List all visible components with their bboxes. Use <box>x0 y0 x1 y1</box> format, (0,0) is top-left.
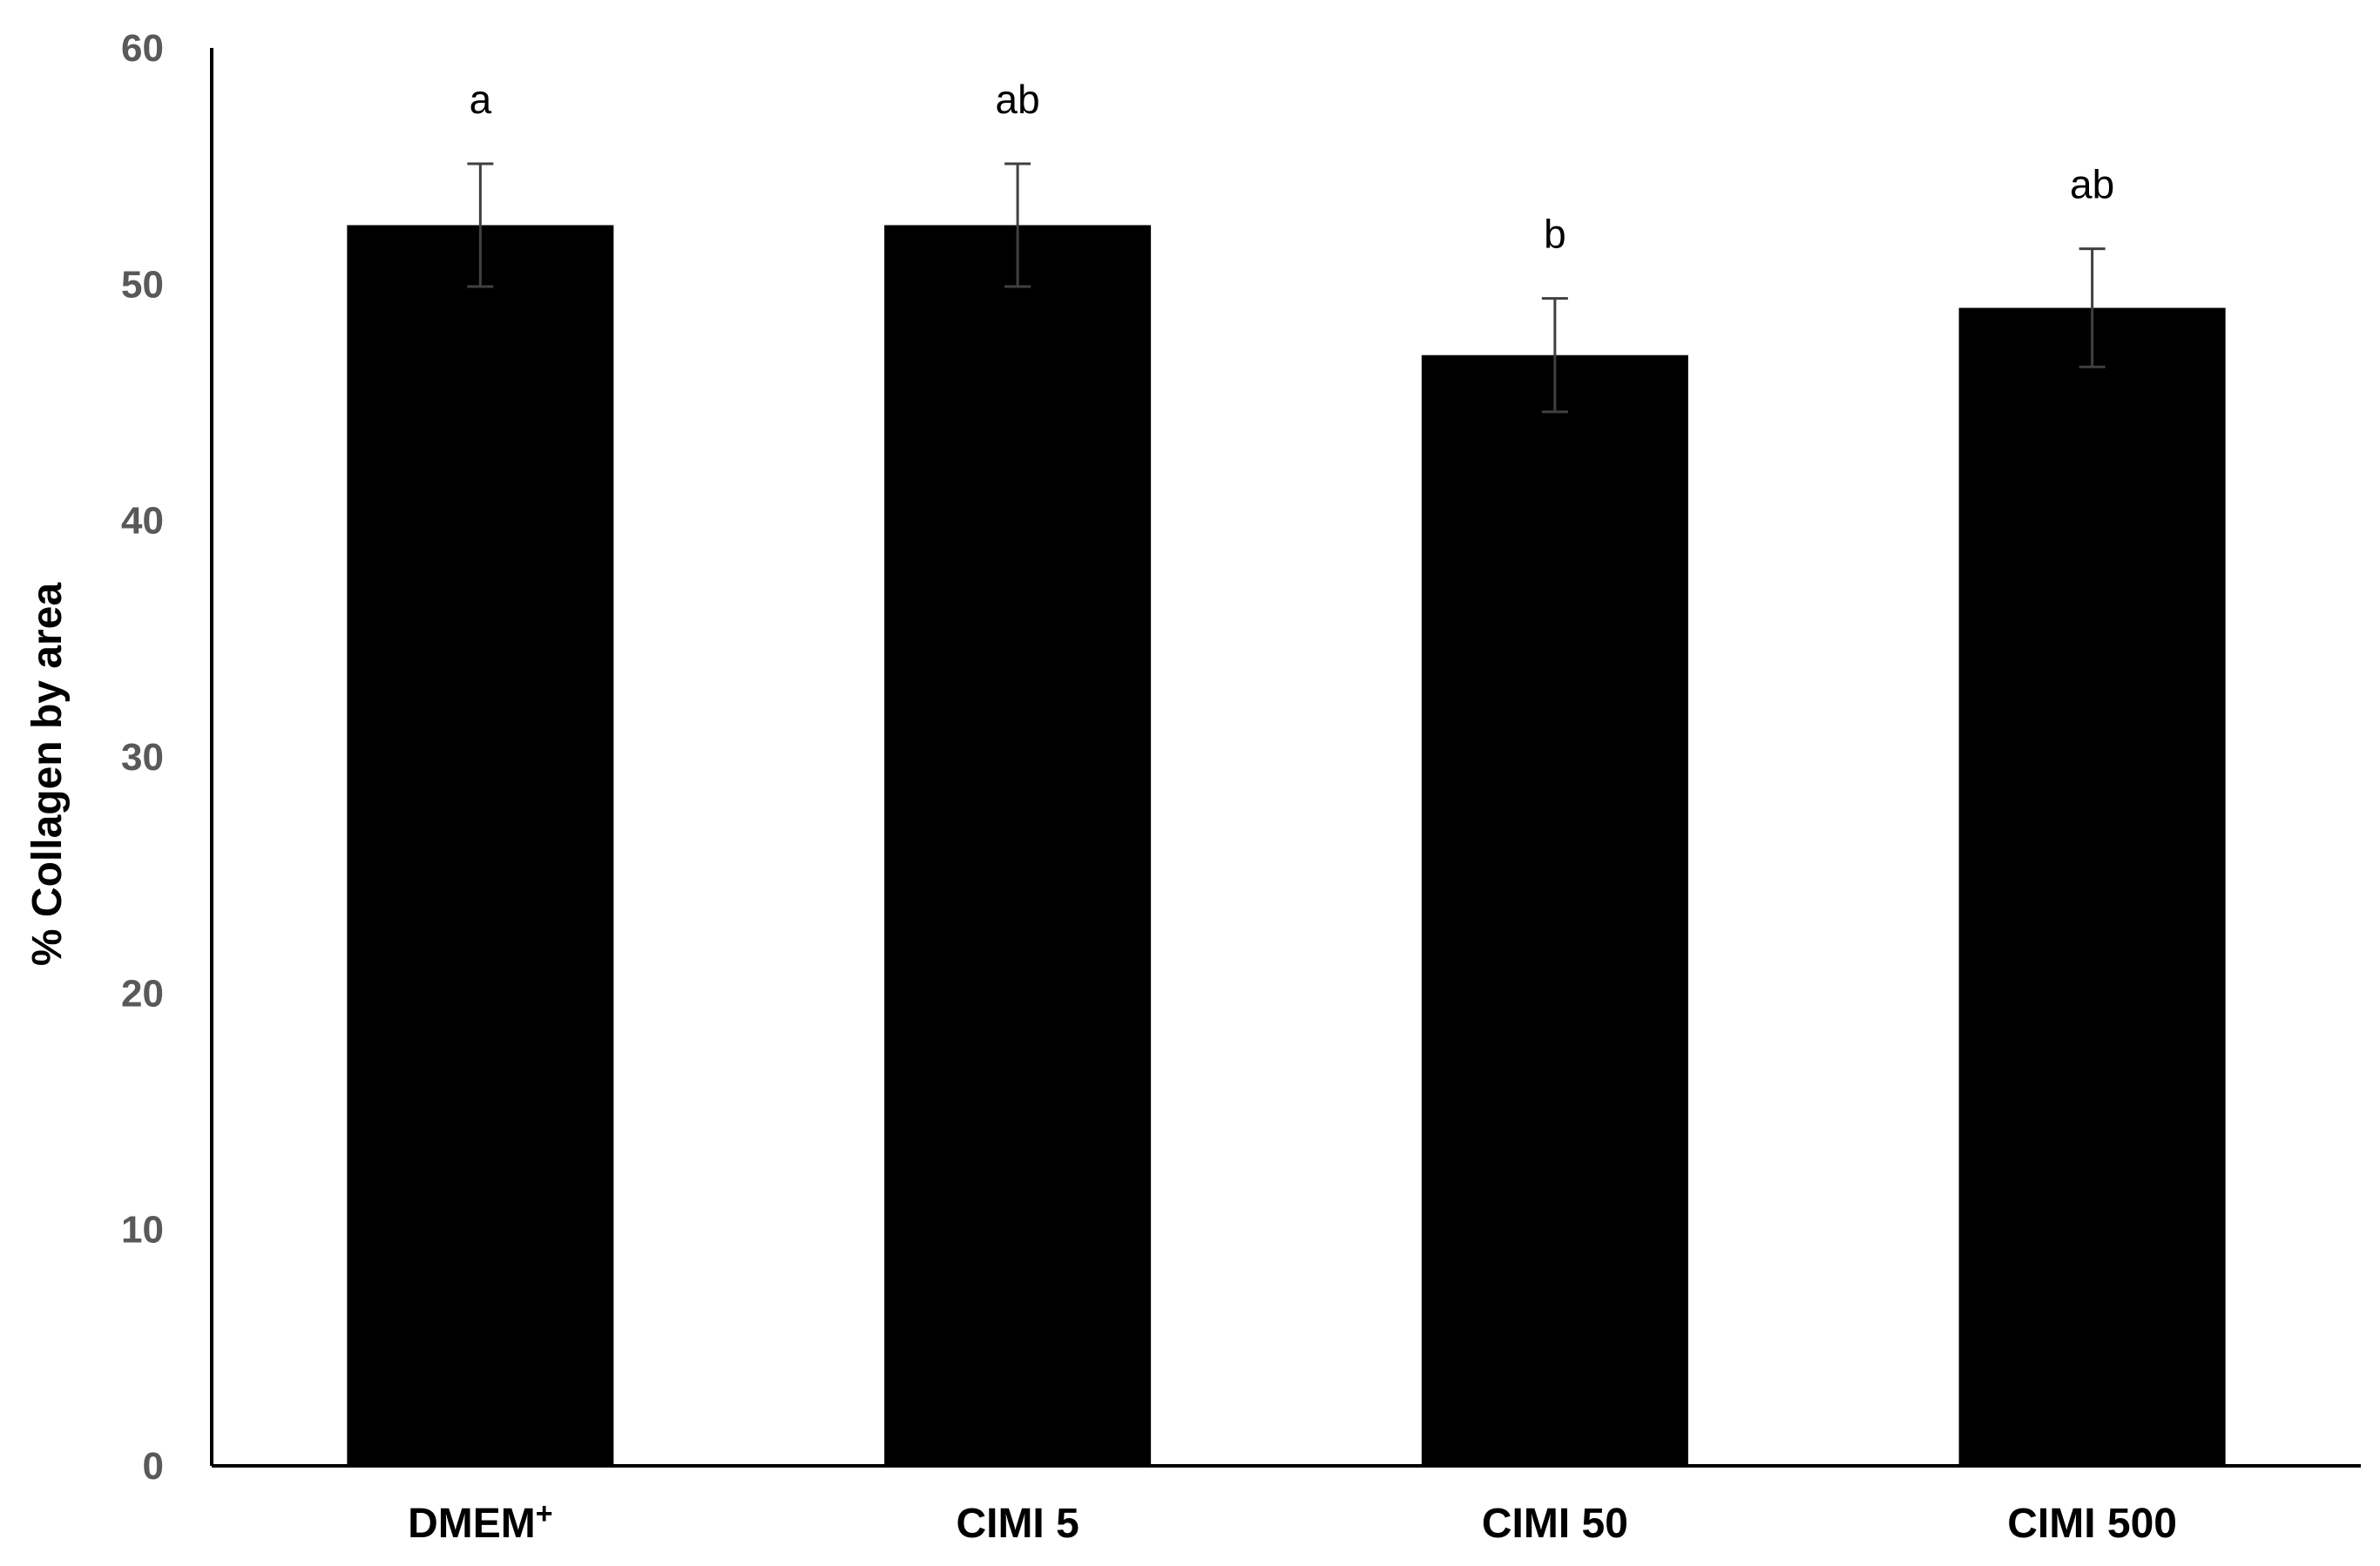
significance-letter-1: ab <box>996 77 1040 122</box>
error-bar-3 <box>2079 247 2106 368</box>
category-label-0: DMEM+ <box>408 1497 553 1547</box>
x-axis-categories: DMEM+ CIMI 5 CIMI 50 CIMI 500 <box>408 1497 2177 1547</box>
bar-0 <box>347 225 614 1466</box>
significance-letter-2: b <box>1544 212 1566 257</box>
bars <box>347 225 2226 1466</box>
category-label-2: CIMI 50 <box>1482 1501 1628 1547</box>
error-bar-1 <box>1004 162 1031 288</box>
significance-letter-0: a <box>470 77 492 122</box>
significance-letters: a ab b ab <box>470 77 2115 257</box>
bar-3 <box>1958 307 2226 1466</box>
bar-1 <box>884 225 1152 1466</box>
y-tick-label-0: 0 <box>143 1445 164 1488</box>
category-superscript-0: + <box>536 1497 553 1530</box>
y-axis-label: % Collagen by area <box>24 583 71 966</box>
category-label-3: CIMI 500 <box>2007 1501 2177 1547</box>
y-tick-label-4: 40 <box>121 500 164 543</box>
bar-2 <box>1421 354 1688 1466</box>
y-tick-label-2: 20 <box>121 972 164 1015</box>
y-tick-label-3: 30 <box>121 736 164 779</box>
error-bar-0 <box>467 162 494 288</box>
error-bars <box>467 162 2106 414</box>
category-label-1: CIMI 5 <box>956 1501 1078 1547</box>
y-tick-label-6: 60 <box>121 27 164 70</box>
y-axis-ticks: 0 10 20 30 40 50 60 <box>121 27 164 1488</box>
y-tick-label-5: 50 <box>121 263 164 306</box>
y-tick-label-1: 10 <box>121 1209 164 1252</box>
error-bar-2 <box>1541 297 1568 414</box>
significance-letter-3: ab <box>2070 162 2114 207</box>
